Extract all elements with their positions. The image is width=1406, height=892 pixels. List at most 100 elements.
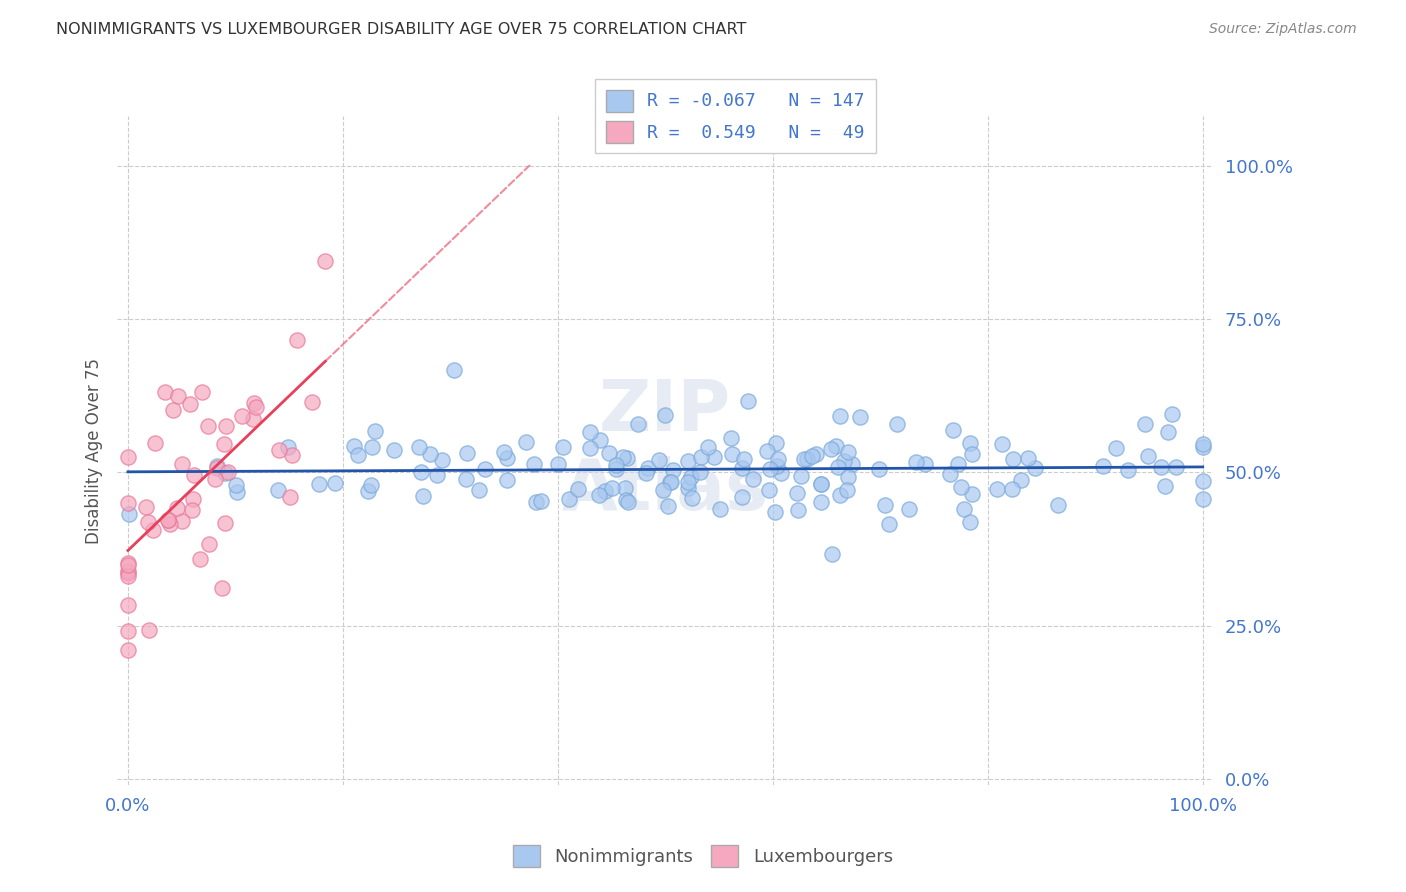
Point: [360, 440, 382, 454]
Point: [172, 514, 194, 528]
Point: [1002, 452, 1025, 467]
Point: [157, 513, 180, 527]
Point: [1000, 483, 1022, 497]
Point: [468, 483, 491, 497]
Point: [136, 515, 159, 529]
Point: [530, 494, 553, 508]
Point: [741, 472, 763, 486]
Point: [496, 451, 519, 466]
Point: [285, 333, 308, 347]
Point: [117, 599, 139, 613]
Point: [170, 458, 193, 472]
Point: [301, 395, 323, 409]
Point: [962, 487, 984, 501]
Point: [690, 450, 713, 464]
Point: [820, 442, 842, 456]
Point: [197, 419, 219, 434]
Point: [214, 466, 236, 480]
Point: [474, 461, 496, 475]
Point: [1191, 491, 1213, 506]
Point: [281, 448, 304, 462]
Point: [384, 442, 406, 457]
Point: [731, 461, 754, 475]
Point: [181, 503, 204, 517]
Point: [765, 435, 787, 450]
Point: [211, 581, 233, 595]
Point: [430, 453, 453, 467]
Point: [197, 537, 219, 551]
Point: [524, 494, 547, 508]
Point: [166, 500, 188, 515]
Point: [360, 478, 382, 492]
Point: [1191, 440, 1213, 454]
Point: [1010, 474, 1032, 488]
Point: [731, 490, 754, 504]
Point: [578, 425, 600, 440]
Point: [1191, 474, 1213, 488]
Point: [117, 643, 139, 657]
Point: [1091, 458, 1114, 473]
Point: [758, 462, 780, 476]
Point: [408, 440, 430, 454]
Point: [616, 450, 638, 465]
Point: [217, 466, 239, 480]
Point: [787, 503, 810, 517]
Point: [267, 443, 290, 458]
Point: [679, 469, 702, 483]
Point: [588, 488, 610, 502]
Point: [343, 439, 366, 453]
Point: [637, 461, 659, 475]
Point: [138, 624, 160, 638]
Point: [849, 409, 872, 424]
Point: [117, 556, 139, 570]
Point: [167, 389, 190, 403]
Text: ZIP
Atlas: ZIP Atlas: [562, 376, 769, 525]
Point: [763, 505, 786, 519]
Point: [181, 491, 204, 506]
Point: [959, 435, 981, 450]
Point: [657, 499, 679, 513]
Point: [689, 465, 711, 479]
Text: NONIMMIGRANTS VS LUXEMBOURGER DISABILITY AGE OVER 75 CORRELATION CHART: NONIMMIGRANTS VS LUXEMBOURGER DISABILITY…: [56, 22, 747, 37]
Point: [837, 444, 859, 458]
Point: [821, 548, 844, 562]
Point: [828, 409, 851, 423]
Point: [837, 483, 859, 497]
Point: [454, 472, 477, 486]
Point: [179, 397, 201, 411]
Point: [898, 501, 921, 516]
Point: [614, 481, 637, 495]
Point: [205, 461, 228, 475]
Point: [1133, 417, 1156, 432]
Point: [156, 512, 179, 526]
Point: [796, 451, 818, 466]
Point: [1024, 461, 1046, 475]
Point: [226, 485, 249, 500]
Point: [1149, 459, 1171, 474]
Point: [678, 475, 700, 490]
Point: [904, 455, 927, 469]
Point: [766, 451, 789, 466]
Point: [278, 490, 301, 504]
Point: [703, 450, 725, 464]
Point: [733, 452, 755, 467]
Point: [737, 393, 759, 408]
Point: [648, 452, 671, 467]
Point: [837, 470, 859, 484]
Point: [720, 431, 742, 445]
Point: [494, 445, 516, 459]
Point: [830, 488, 852, 502]
Point: [810, 476, 832, 491]
Point: [159, 516, 181, 531]
Point: [938, 467, 960, 481]
Point: [117, 569, 139, 583]
Point: [308, 476, 330, 491]
Point: [190, 385, 212, 400]
Point: [363, 424, 385, 438]
Point: [117, 566, 139, 581]
Point: [827, 460, 849, 475]
Point: [605, 461, 627, 475]
Point: [1047, 498, 1070, 512]
Point: [793, 451, 815, 466]
Point: [950, 480, 973, 494]
